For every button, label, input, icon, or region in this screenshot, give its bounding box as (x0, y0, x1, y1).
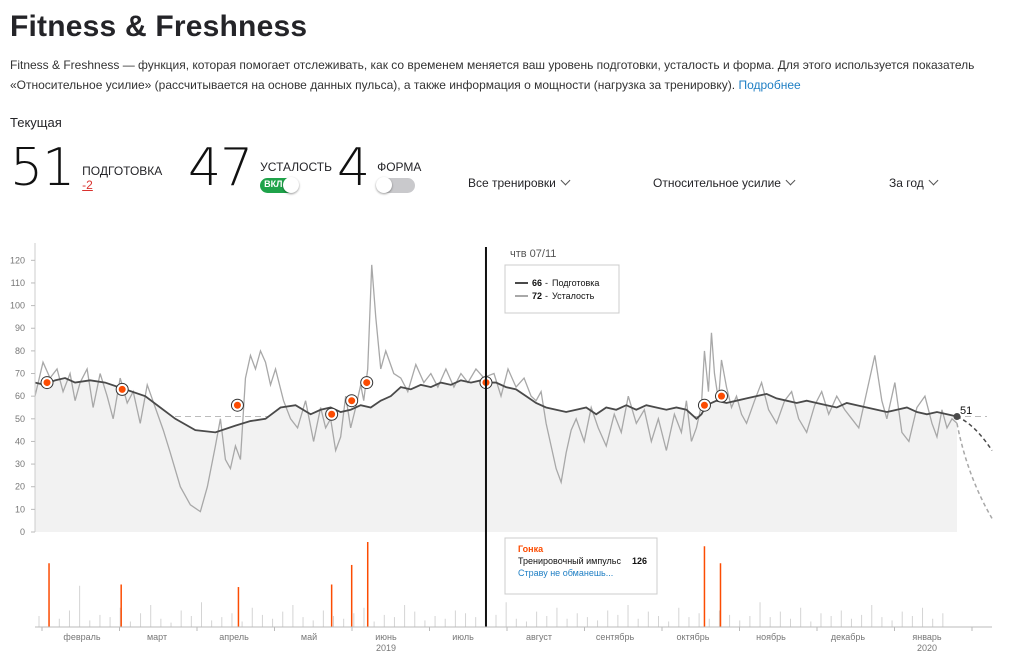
y-tick-label: 90 (15, 323, 25, 333)
race-marker (717, 392, 725, 400)
y-tick-label: 110 (11, 278, 25, 288)
activity-impulse-label: Тренировочный импульс (518, 556, 621, 566)
y-tick-label: 0 (20, 527, 25, 537)
fatigue-value: 47 (188, 138, 253, 198)
y-tick-label: 60 (15, 391, 25, 401)
fatigue-line (34, 264, 958, 513)
activity-filter-dropdown[interactable]: Все тренировки (468, 175, 571, 190)
y-tick-label: 100 (10, 301, 25, 311)
chevron-down-icon (785, 175, 796, 186)
x-month-label: июнь (375, 632, 397, 642)
period-filter-dropdown[interactable]: За год (889, 175, 939, 190)
race-marker (233, 401, 241, 409)
race-marker (348, 397, 356, 405)
fitness-area-fill (35, 378, 957, 532)
fitness-metric: 51 ПОДГОТОВКА -2 (10, 140, 162, 196)
fatigue-forecast-line (956, 423, 993, 519)
y-tick-label: 20 (15, 482, 25, 492)
fitness-delta[interactable]: -2 (82, 178, 93, 192)
x-month-label: август (526, 632, 552, 642)
y-tick-label: 30 (15, 459, 25, 469)
race-marker (118, 385, 126, 393)
x-month-label: май (301, 632, 317, 642)
x-month-label: март (147, 632, 167, 642)
tooltip-fatigue-label: Усталость (552, 291, 595, 301)
fatigue-label: УСТАЛОСТЬ (260, 160, 332, 174)
chart-tooltip: чтв 07/11 66 - Подготовка 72 - Усталость (504, 248, 620, 314)
x-month-label: октябрь (677, 632, 710, 642)
fatigue-toggle-label: ВКЛ (264, 179, 283, 189)
fatigue-toggle[interactable]: ВКЛ (260, 177, 300, 193)
fitness-chart[interactable]: чтв 07/11 66 - Подготовка 72 - Усталость… (0, 225, 1024, 665)
fitness-value: 51 (10, 138, 75, 198)
metric-filter-label: Относительное усилие (653, 176, 781, 190)
tooltip-box (504, 264, 620, 314)
activity-tooltip-box (504, 537, 658, 595)
tooltip-fitness-sep: - (545, 278, 548, 288)
tooltip-fatigue-sep: - (545, 291, 548, 301)
y-tick-label: 120 (10, 255, 25, 265)
y-tick-label: 70 (15, 369, 25, 379)
x-month-label: январь (912, 632, 942, 642)
description-text: Fitness & Freshness — функция, которая п… (10, 58, 975, 92)
x-month-label: декабрь (831, 632, 866, 642)
fitness-label: ПОДГОТОВКА (82, 164, 163, 178)
current-label: Текущая (10, 115, 62, 130)
current-point (953, 413, 961, 421)
x-year-label: 2020 (917, 643, 937, 653)
toggle-knob (283, 177, 300, 193)
chevron-down-icon (560, 175, 571, 186)
fatigue-metric: 47 УСТАЛОСТЬ ВКЛ (188, 140, 332, 196)
x-month-label: апрель (219, 632, 249, 642)
y-tick-label: 10 (15, 504, 25, 514)
race-marker (700, 401, 708, 409)
current-fitness-label: 51 (960, 405, 972, 417)
x-month-label: февраль (63, 632, 100, 642)
race-markers (40, 376, 961, 421)
race-marker (363, 379, 371, 387)
activity-impulse-value: 126 (632, 556, 647, 566)
y-tick-label: 50 (15, 414, 25, 424)
activity-type: Гонка (518, 544, 544, 554)
fitness-line (34, 377, 958, 434)
y-tick-label: 80 (15, 346, 25, 356)
activity-filter-label: Все тренировки (468, 176, 556, 190)
race-marker (328, 410, 336, 418)
impulse-bars (38, 542, 944, 627)
x-axis: февраль март апрель май июнь июль август сентяб… (35, 626, 992, 653)
chevron-down-icon (928, 175, 939, 186)
y-tick-label: 40 (15, 436, 25, 446)
tooltip-fatigue-value: 72 (532, 291, 542, 301)
more-link[interactable]: Подробнее (738, 78, 801, 92)
activity-tooltip[interactable]: Гонка Тренировочный импульс 126 Страву н… (504, 537, 658, 595)
tooltip-fitness-label: Подготовка (552, 278, 599, 288)
tooltip-date: чтв 07/11 (510, 248, 556, 260)
metric-filter-dropdown[interactable]: Относительное усилие (653, 175, 796, 190)
description: Fitness & Freshness — функция, которая п… (10, 55, 1010, 95)
form-label: ФОРМА (377, 160, 422, 174)
form-toggle[interactable] (376, 177, 416, 193)
page-title: Fitness & Freshness (10, 10, 308, 43)
tooltip-fitness-value: 66 (532, 278, 542, 288)
period-filter-label: За год (889, 176, 924, 190)
x-year-label: 2019 (376, 643, 396, 653)
race-marker (43, 379, 51, 387)
x-month-label: ноябрь (756, 632, 786, 642)
activity-name-link[interactable]: Страву не обманешь... (518, 568, 613, 578)
y-axis: 0 10 20 30 40 50 60 70 80 90 100 110 120 (10, 243, 36, 537)
form-value: 4 (337, 138, 370, 198)
toggle-knob (376, 177, 393, 193)
x-month-label: июль (452, 632, 474, 642)
form-metric: 4 ФОРМА (337, 140, 421, 196)
x-month-label: сентябрь (596, 632, 635, 642)
